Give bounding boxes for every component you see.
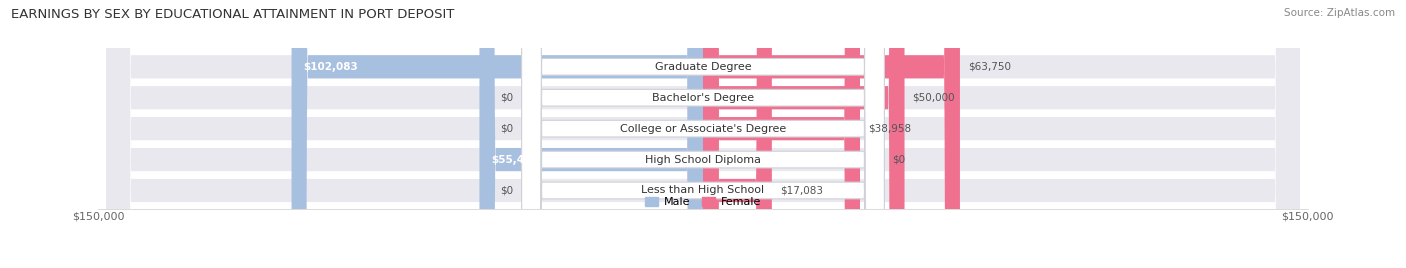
Text: $38,958: $38,958 [868,124,911,134]
FancyBboxPatch shape [522,0,884,268]
FancyBboxPatch shape [107,0,1299,268]
Text: Bachelor's Degree: Bachelor's Degree [652,93,754,103]
FancyBboxPatch shape [107,0,1299,268]
FancyBboxPatch shape [107,0,1299,268]
FancyBboxPatch shape [522,0,884,268]
FancyBboxPatch shape [703,0,960,268]
Text: $0: $0 [893,155,905,165]
FancyBboxPatch shape [479,0,703,268]
FancyBboxPatch shape [107,0,1299,268]
Text: $0: $0 [501,93,513,103]
Text: $63,750: $63,750 [967,62,1011,72]
Text: College or Associate's Degree: College or Associate's Degree [620,124,786,134]
Text: Source: ZipAtlas.com: Source: ZipAtlas.com [1284,8,1395,18]
Text: $0: $0 [501,124,513,134]
FancyBboxPatch shape [703,0,772,268]
Text: $50,000: $50,000 [912,93,955,103]
Text: Less than High School: Less than High School [641,185,765,195]
Text: High School Diploma: High School Diploma [645,155,761,165]
FancyBboxPatch shape [291,0,703,268]
FancyBboxPatch shape [703,0,860,268]
Text: Graduate Degree: Graduate Degree [655,62,751,72]
Text: $0: $0 [501,185,513,195]
Text: $55,469: $55,469 [492,155,538,165]
FancyBboxPatch shape [107,0,1299,268]
Legend: Male, Female: Male, Female [641,192,765,211]
FancyBboxPatch shape [703,0,904,268]
FancyBboxPatch shape [522,0,884,268]
Text: $17,083: $17,083 [780,185,823,195]
Text: EARNINGS BY SEX BY EDUCATIONAL ATTAINMENT IN PORT DEPOSIT: EARNINGS BY SEX BY EDUCATIONAL ATTAINMEN… [11,8,454,21]
FancyBboxPatch shape [522,0,884,268]
Text: $102,083: $102,083 [304,62,359,72]
FancyBboxPatch shape [522,0,884,268]
